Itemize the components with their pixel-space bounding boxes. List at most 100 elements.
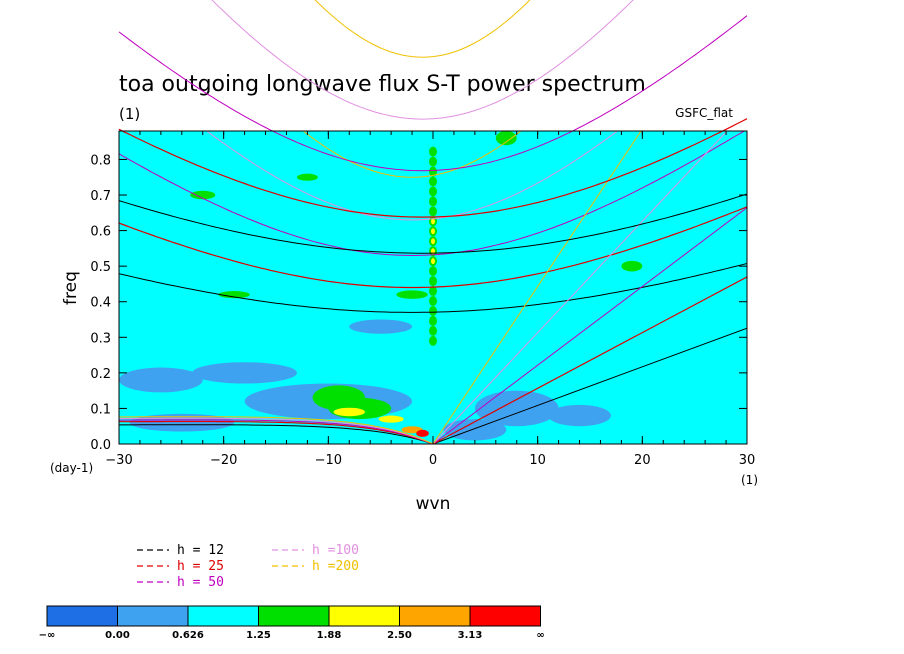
heatmap-patch — [429, 266, 437, 277]
colorbar-swatch — [328, 605, 400, 627]
y-tick-label: 0.7 — [90, 189, 111, 204]
y-tick-label: 0.8 — [90, 153, 111, 168]
inertia-gravity-upper-curve — [118, 193, 748, 254]
heatmap-patch — [378, 415, 404, 423]
heatmap-patch — [429, 315, 437, 326]
heatmap-patch — [429, 325, 437, 336]
rossby-curve — [119, 420, 434, 444]
heatmap-patch — [429, 146, 437, 157]
x-tick-label: 0 — [429, 453, 437, 468]
x-tick-label: −10 — [315, 453, 342, 468]
heatmap-patch — [429, 276, 437, 287]
colorbar-swatch — [469, 605, 541, 627]
legend-label: h = 25 — [177, 559, 224, 574]
x-tick-label: 30 — [739, 453, 756, 468]
heatmap-patch — [429, 286, 437, 297]
kelvin-curve — [432, 207, 747, 444]
colorbar: −∞ 0.00 0.626 1.25 1.88 2.50 3.13 ∞ — [39, 605, 545, 641]
x-tick-label: 20 — [634, 453, 651, 468]
colorbar-swatch — [117, 605, 189, 627]
inertia-gravity-upper-curve — [314, 0, 531, 58]
kelvin-curve — [432, 131, 728, 444]
legend-label: h = 50 — [177, 575, 224, 590]
colorbar-label: 1.88 — [317, 630, 342, 641]
rossby-curve — [119, 419, 434, 444]
y-tick-label: 0.5 — [90, 260, 111, 275]
chart-title: toa outgoing longwave flux S-T power spe… — [119, 72, 646, 97]
colorbar-label: 3.13 — [458, 630, 483, 641]
rossby-curve — [119, 424, 434, 444]
y-tick-label: 0.6 — [90, 225, 111, 240]
inertia-gravity-curve — [119, 131, 746, 257]
colorbar-swatch — [258, 605, 330, 627]
rossby-curve — [119, 417, 434, 444]
colorbar-label: −∞ — [39, 630, 56, 641]
colorbar-label: 0.00 — [105, 630, 130, 641]
heatmap-patch — [548, 404, 611, 427]
legend-label: h =100 — [312, 543, 359, 558]
x-axis: −30 −20 −10 0 10 20 30 — [105, 131, 755, 468]
rossby-curve — [119, 416, 434, 444]
heatmap-patch — [429, 305, 437, 316]
colorbar-label: ∞ — [536, 630, 544, 641]
x-tick-label: −20 — [210, 453, 237, 468]
heatmap-patch — [431, 218, 435, 225]
x-axis-label: wvn — [416, 494, 451, 514]
heatmap-patch — [431, 258, 435, 265]
y-tick-label: 0.1 — [90, 402, 111, 417]
heatmap-patch — [218, 291, 250, 299]
x-tick-label: 10 — [529, 453, 546, 468]
inertia-gravity-curve — [302, 131, 522, 178]
heatmap-patch — [119, 367, 203, 393]
y-axis-unit: (day-1) — [50, 461, 93, 475]
heatmap-patch — [429, 206, 437, 217]
inertia-gravity-curve — [205, 131, 619, 221]
dispersion-curves-inside — [119, 131, 747, 444]
y-axis-label: freq — [61, 271, 81, 305]
heatmap-patch — [429, 166, 437, 177]
x-tick-label: −30 — [105, 453, 132, 468]
heatmap-patch — [396, 290, 428, 299]
heatmap-patch — [416, 429, 429, 437]
model-label: GSFC_flat — [675, 106, 733, 120]
heatmap-patch — [349, 319, 413, 334]
colorbar-label: 0.626 — [172, 630, 204, 641]
inertia-gravity-upper-curve — [118, 118, 748, 218]
heatmap-patch — [333, 407, 365, 417]
heatmap-patch — [429, 186, 437, 197]
legend-label: h = 12 — [177, 543, 224, 558]
colorbar-swatch — [46, 605, 118, 627]
y-tick-label: 0.2 — [90, 367, 111, 382]
inertia-gravity-upper-curve — [118, 15, 748, 172]
inertia-gravity-curve — [119, 206, 747, 289]
inertia-gravity-curve — [119, 263, 747, 313]
x-axis-unit: (1) — [741, 473, 758, 487]
heatmap-patch — [431, 228, 435, 235]
chart-subtitle: (1) — [119, 105, 140, 123]
heatmap-patch — [429, 176, 437, 187]
heatmap-patch — [431, 238, 435, 245]
colorbar-label: 2.50 — [387, 630, 412, 641]
heatmap-patch — [429, 196, 437, 207]
dispersion-curves-outside — [118, 0, 748, 254]
kelvin-curve — [432, 131, 642, 444]
heatmap-patch — [296, 173, 318, 181]
colorbar-label: 1.25 — [246, 630, 271, 641]
heatmap-patch — [328, 397, 392, 420]
heatmap-patch — [429, 296, 437, 307]
y-tick-label: 0.0 — [90, 438, 111, 453]
y-axis: 0.0 0.1 0.2 0.3 0.4 0.5 0.6 0.7 0.8 — [90, 153, 747, 453]
heatmap-patch — [474, 390, 559, 427]
heatmap-patch — [621, 260, 643, 272]
heatmap-patch — [192, 362, 297, 384]
inertia-gravity-upper-curve — [211, 0, 634, 120]
colorbar-swatch — [187, 605, 259, 627]
y-tick-label: 0.4 — [90, 296, 111, 311]
heatmap-patch — [495, 131, 517, 146]
heatmap-patch — [429, 156, 437, 167]
kelvin-curve — [432, 276, 747, 444]
heatmap-patch — [429, 335, 437, 346]
kelvin-curve — [432, 327, 747, 444]
